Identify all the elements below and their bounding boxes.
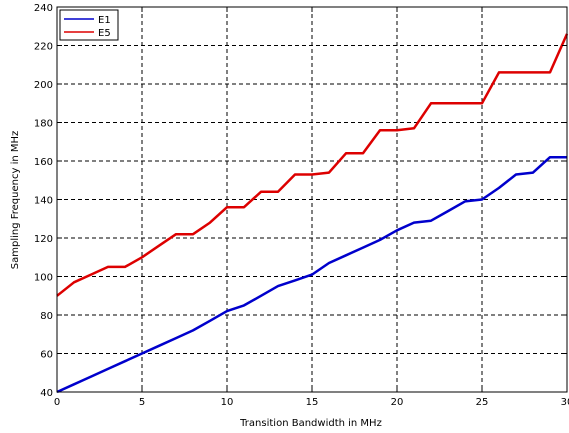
series-lines (56, 33, 569, 394)
axis-ticks (56, 6, 568, 393)
y-tick-label: 140 (34, 196, 53, 207)
legend-label-e5: E5 (98, 28, 111, 39)
x-tick-label: 15 (306, 397, 319, 408)
y-axis-label: Sampling Frequency in MHz (10, 131, 21, 270)
x-tick-label: 5 (139, 397, 145, 408)
series-line-e5 (56, 33, 569, 297)
y-tick-label: 220 (34, 42, 53, 53)
x-axis-label: Transition Bandwidth in MHz (239, 418, 382, 429)
y-tick-label: 80 (40, 311, 53, 322)
x-tick-label: 20 (391, 397, 404, 408)
x-tick-label: 30 (561, 397, 569, 408)
y-tick-label: 120 (34, 234, 53, 245)
y-tick-label: 240 (34, 3, 53, 14)
legend-box (59, 9, 119, 41)
y-tick-labels: 40 60 80 100 120 140 160 180 200 220 240 (34, 3, 53, 399)
y-tick-label: 100 (34, 273, 53, 284)
y-tick-label: 200 (34, 80, 53, 91)
y-tick-label: 60 (40, 350, 53, 361)
x-tick-label: 25 (476, 397, 489, 408)
x-tick-label: 0 (54, 397, 60, 408)
x-tick-labels: 0 5 10 15 20 25 30 (54, 397, 569, 408)
y-tick-label: 180 (34, 119, 53, 130)
x-tick-label: 10 (221, 397, 234, 408)
legend: E1 E5 (59, 9, 119, 41)
legend-label-e1: E1 (98, 15, 111, 26)
y-tick-label: 40 (40, 388, 53, 399)
series-line-e1 (56, 155, 567, 394)
y-tick-label: 160 (34, 157, 53, 168)
